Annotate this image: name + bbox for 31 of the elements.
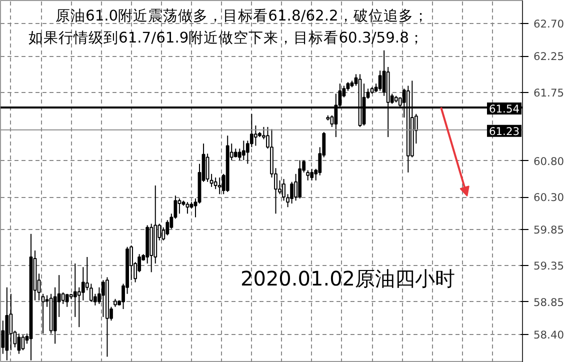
y-tick-label: 62.25 xyxy=(534,50,564,64)
candlestick xyxy=(61,292,65,304)
y-tick-label: 62.70 xyxy=(534,18,564,31)
y-tick-label: 59.35 xyxy=(534,260,564,273)
y-tick-label: 60.80 xyxy=(534,154,564,168)
candlestick xyxy=(290,181,294,204)
candlestick xyxy=(306,170,310,181)
ref-line-label: 61.54 xyxy=(488,102,520,116)
candlestick xyxy=(218,177,222,195)
candlestick xyxy=(210,173,214,188)
candlestick xyxy=(254,125,258,146)
y-tick-label: 61.75 xyxy=(534,86,564,100)
candlestick xyxy=(89,283,93,302)
annotation: 2020.01.02原油四小时 xyxy=(240,266,456,290)
candlestick xyxy=(214,177,218,190)
candlestick xyxy=(41,293,45,334)
y-tick-label: 58.85 xyxy=(534,296,564,309)
candlestick xyxy=(310,168,314,181)
y-tick-label: 59.85 xyxy=(534,224,564,237)
candlestick xyxy=(282,178,286,202)
annotation: 原油61.0附近震荡做多，目标看61.8/62.2，破位追多； xyxy=(56,8,428,24)
y-tick-label: 60.30 xyxy=(534,191,564,204)
ref-line-label: 61.23 xyxy=(488,124,520,138)
candlestick xyxy=(178,198,182,214)
candlestick xyxy=(242,140,246,161)
candlestick xyxy=(21,334,25,351)
candlestick xyxy=(378,70,382,92)
candlestick xyxy=(65,293,69,308)
candlestick xyxy=(102,280,105,318)
annotation: 如果行情级到61.7/61.9附近做空下来，目标看60.3/59.8； xyxy=(28,30,424,46)
y-tick-label: 58.40 xyxy=(534,328,564,342)
